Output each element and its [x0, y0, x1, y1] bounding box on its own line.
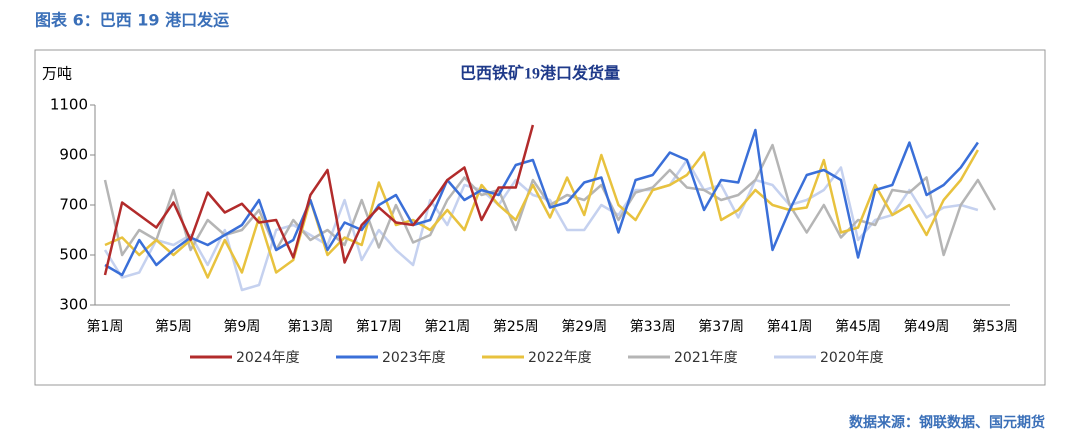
x-tick-label: 第17周 [356, 318, 402, 335]
caption: 图表 6：巴西 19 港口发运 [35, 11, 229, 30]
series-line [103, 158, 979, 292]
series-line [104, 149, 979, 279]
legend-label: 2020年度 [820, 350, 884, 366]
x-tick-label: 第45周 [835, 318, 881, 335]
series-line [103, 124, 535, 276]
legend-label: 2021年度 [674, 350, 738, 366]
y-tick-label: 700 [59, 196, 88, 214]
x-tick-label: 第5周 [155, 318, 192, 335]
x-tick-label: 第49周 [904, 318, 950, 335]
chart-frame [34, 49, 1046, 386]
x-tick-label: 第13周 [287, 318, 333, 335]
y-tick-label: 1100 [50, 96, 88, 114]
legend-label: 2023年度 [382, 350, 446, 366]
x-tick-label: 第33周 [630, 318, 676, 335]
y-tick-label: 300 [59, 296, 88, 314]
legend-label: 2024年度 [236, 350, 300, 366]
x-tick-label: 第21周 [424, 318, 470, 335]
chart-title: 巴西铁矿19港口发货量 [460, 64, 620, 83]
y-axis-label: 万吨 [42, 65, 72, 83]
x-tick-label: 第53周 [972, 318, 1018, 335]
legend-label: 2022年度 [528, 350, 592, 366]
x-tick-label: 第9周 [223, 318, 260, 335]
x-tick-label: 第1周 [87, 318, 124, 335]
source: 数据来源：钢联数据、国元期货 [849, 414, 1045, 431]
x-tick-label: 第41周 [767, 318, 813, 335]
x-tick-label: 第37周 [698, 318, 744, 335]
x-tick-label: 第29周 [561, 318, 607, 335]
x-tick-label: 第25周 [493, 318, 539, 335]
y-tick-label: 500 [59, 246, 88, 264]
y-tick-label: 900 [59, 146, 88, 164]
